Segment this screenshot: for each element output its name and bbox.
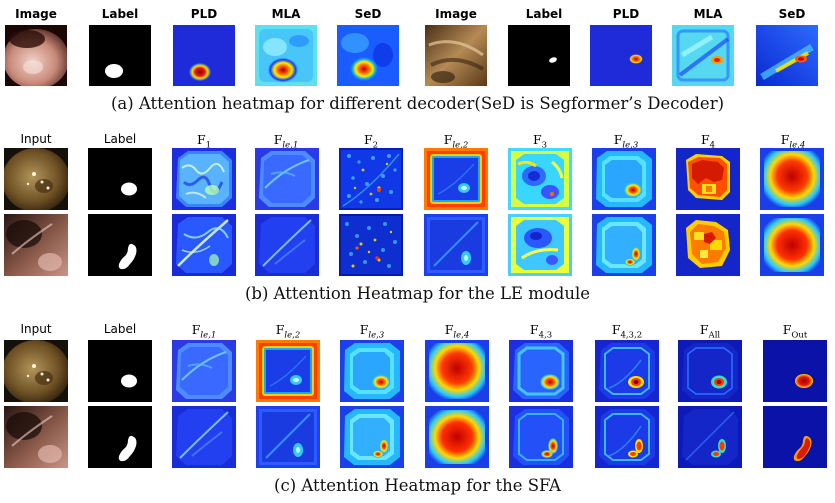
panel-c-heatmap-fle2-1 [256, 340, 320, 402]
panel-c-heatmap-fout-1 [763, 340, 827, 402]
panel-c-caption: (c) Attention Heatmap for the SFA [274, 476, 561, 495]
panel-a-heatmap-sed-2 [756, 25, 818, 86]
panel-b: Input Label F1 Fle,1 F2 Fle,2 F3 Fle,3 F… [0, 128, 835, 308]
panel-a-header-mla-1: MLA [271, 7, 301, 21]
panel-a-header-image-1: Image [15, 7, 57, 21]
panel-a: Image Label PLD MLA SeD Image Label PLD … [0, 0, 835, 115]
panel-b-heatmap-fle4-1 [760, 148, 824, 210]
panel-c-heatmap-fle1-1 [172, 340, 236, 402]
panel-b-heatmap-f2-2 [339, 214, 403, 276]
panel-a-caption: (a) Attention heatmap for different deco… [110, 94, 725, 113]
panel-c-header-label: Label [103, 322, 137, 336]
panel-a-header-pld-2: PLD [612, 7, 640, 21]
panel-b-input-image-1 [4, 148, 68, 210]
panel-b-header-f1: F1 [196, 132, 212, 151]
panel-c-heatmap-fle2-2 [256, 406, 320, 468]
panel-b-heatmap-fle1-1 [255, 148, 319, 210]
panel-b-label-mask-1 [88, 148, 152, 210]
panel-a-label-mask-1 [89, 25, 151, 86]
panel-c-input-image-1 [4, 340, 68, 402]
panel-c-heatmap-fle4-2 [425, 406, 489, 468]
panel-b-header-f3: F3 [532, 132, 548, 151]
panel-a-heatmap-sed-1 [337, 25, 399, 86]
panel-c-header-fle3: Fle,3 [359, 322, 385, 341]
panel-b-heatmap-fle4-2 [760, 214, 824, 276]
panel-a-header-image-2: Image [435, 7, 477, 21]
panel-a-header-sed-2: SeD [778, 7, 806, 21]
panel-b-heatmap-fle1-2 [255, 214, 319, 276]
panel-b-heatmap-fle3-2 [592, 214, 656, 276]
panel-a-header-label-1: Label [101, 7, 139, 21]
panel-c-header-f432: F4,3,2 [611, 322, 643, 341]
panel-b-heatmap-f1-1 [172, 148, 236, 210]
panel-b-header-f4: F4 [700, 132, 716, 151]
panel-c-label-mask-1 [88, 340, 152, 402]
panel-c-header-fout: FOut [782, 322, 808, 341]
panel-c-heatmap-f43-1 [509, 340, 573, 402]
panel-b-header-f2: F2 [363, 132, 379, 151]
panel-c-header-f43: F4,3 [529, 322, 553, 341]
panel-a-heatmap-pld-2 [590, 25, 652, 86]
panel-b-label-mask-2 [88, 214, 152, 276]
panel-b-heatmap-fle2-1 [424, 148, 488, 210]
panel-b-heatmap-f4-2 [676, 214, 740, 276]
panel-c-heatmap-f432-1 [595, 340, 659, 402]
panel-a-header-sed-1: SeD [354, 7, 382, 21]
panel-c-heatmap-fle3-2 [340, 406, 404, 468]
panel-a-heatmap-mla-1 [255, 25, 317, 86]
panel-a-heatmap-pld-1 [173, 25, 235, 86]
panel-c: Input Label Fle,1 Fle,2 Fle,3 Fle,4 F4,3… [0, 318, 835, 503]
panel-b-header-fle4: Fle,4 [780, 132, 806, 151]
panel-b-heatmap-f2-1 [339, 148, 403, 210]
panel-b-caption: (b) Attention Heatmap for the LE module [244, 284, 591, 303]
panel-c-header-fle1: Fle,1 [191, 322, 217, 341]
panel-a-endoscope-image-1 [5, 25, 67, 86]
panel-c-heatmap-fle3-1 [340, 340, 404, 402]
panel-b-header-input: Input [20, 132, 52, 146]
panel-b-heatmap-f1-2 [172, 214, 236, 276]
panel-b-header-fle2: Fle,2 [443, 132, 469, 151]
panel-a-header-label-2: Label [525, 7, 563, 21]
panel-b-heatmap-f3-2 [508, 214, 572, 276]
panel-c-header-fle4: Fle,4 [444, 322, 470, 341]
panel-c-header-fall: FAll [699, 322, 721, 341]
panel-b-header-fle3: Fle,3 [613, 132, 639, 151]
panel-b-heatmap-fle3-1 [592, 148, 656, 210]
panel-c-heatmap-fle4-1 [425, 340, 489, 402]
panel-c-header-fle2: Fle,2 [275, 322, 301, 341]
panel-b-heatmap-f4-1 [676, 148, 740, 210]
panel-c-heatmap-fle1-2 [172, 406, 236, 468]
panel-b-heatmap-f3-1 [508, 148, 572, 210]
panel-c-label-mask-2 [88, 406, 152, 468]
panel-a-endoscope-image-2 [425, 25, 487, 86]
panel-c-input-image-2 [4, 406, 68, 468]
panel-a-label-mask-2 [508, 25, 570, 86]
panel-c-header-input: Input [20, 322, 52, 336]
panel-a-heatmap-mla-2 [672, 25, 734, 86]
panel-c-heatmap-f43-2 [509, 406, 573, 468]
panel-b-input-image-2 [4, 214, 68, 276]
panel-b-header-fle1: Fle,1 [273, 132, 299, 151]
panel-c-heatmap-fall-1 [678, 340, 742, 402]
panel-c-heatmap-f432-2 [595, 406, 659, 468]
panel-a-header-pld-1: PLD [190, 7, 218, 21]
panel-b-heatmap-fle2-2 [424, 214, 488, 276]
panel-c-heatmap-fout-2 [763, 406, 827, 468]
panel-a-header-mla-2: MLA [693, 7, 723, 21]
panel-c-heatmap-fall-2 [678, 406, 742, 468]
panel-b-header-label: Label [103, 132, 137, 146]
